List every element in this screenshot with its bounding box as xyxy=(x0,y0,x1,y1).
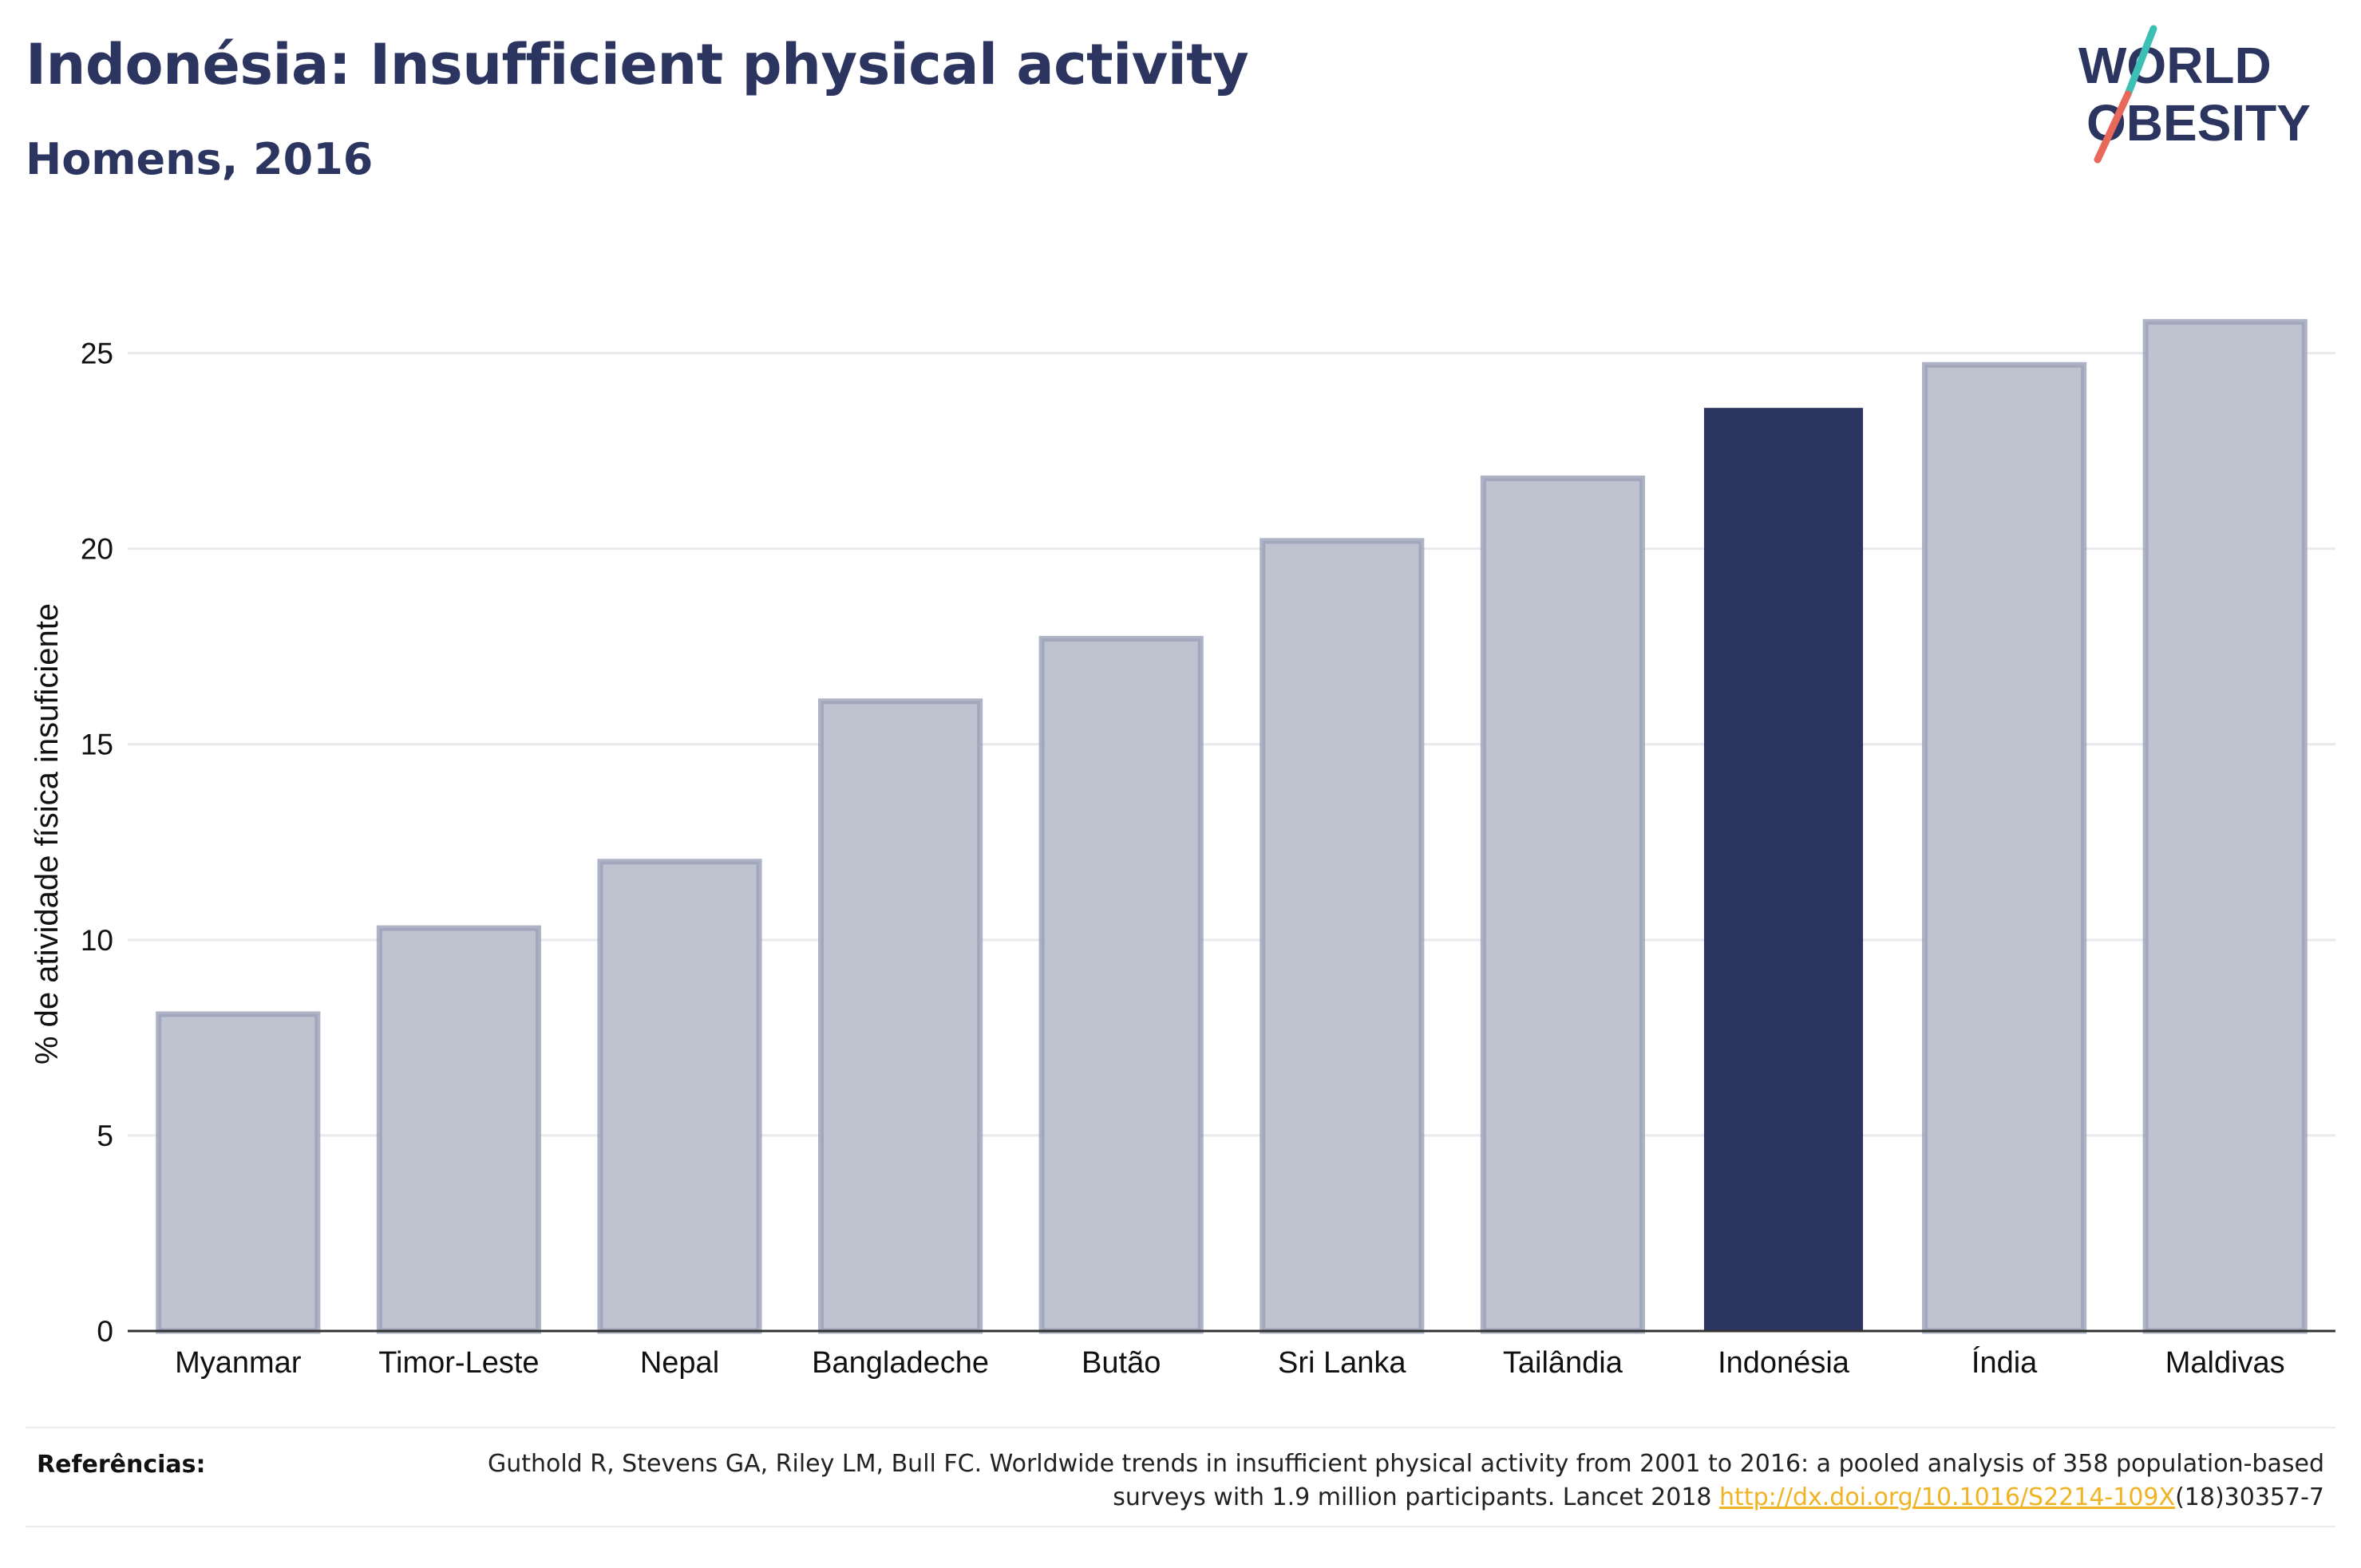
references-citation: Guthold R, Stevens GA, Riley LM, Bull FC… xyxy=(487,1450,2324,1511)
x-tick-label: Maldivas xyxy=(2165,1346,2285,1380)
bar-indon-sia xyxy=(1703,408,1864,1331)
x-tick-label: Indonésia xyxy=(1718,1346,1850,1380)
bar-nepal xyxy=(597,859,762,1334)
bar-but-o xyxy=(1038,635,1204,1334)
logo-slash-bottom xyxy=(2094,90,2132,164)
y-tick-label-20: 20 xyxy=(81,533,113,566)
x-tick-label: Índia xyxy=(1971,1345,2038,1380)
bar-bangladeche xyxy=(818,698,983,1334)
references-box: Referências: Guthold R, Stevens GA, Rile… xyxy=(26,1427,2335,1527)
x-tick-label: Timor-Leste xyxy=(378,1346,539,1380)
x-tick-label: Tailândia xyxy=(1503,1346,1623,1380)
y-tick-label-15: 15 xyxy=(81,729,113,761)
bar--ndia xyxy=(1922,361,2087,1334)
y-tick-label-5: 5 xyxy=(97,1120,113,1152)
bar-maldivas xyxy=(2142,318,2308,1334)
bar-layer xyxy=(156,318,2308,1334)
y-tick-label-25: 25 xyxy=(81,338,113,370)
logo-line1: WORLD xyxy=(2078,37,2272,94)
label-layer: Myanmar Timor-Leste Nepal Bangladeche Butão S… xyxy=(175,1345,2285,1380)
references-link[interactable]: http://dx.doi.org/10.1016/S2214-109X xyxy=(1719,1483,2176,1511)
axis-layer: 0 5 10 15 20 25 xyxy=(81,338,2335,1348)
world-obesity-logo: WORLD OBESITY xyxy=(2078,25,2311,164)
y-tick-label-10: 10 xyxy=(81,924,113,957)
y-tick-label-0: 0 xyxy=(97,1315,113,1348)
bar-timor-leste xyxy=(376,925,541,1334)
bar-myanmar xyxy=(156,1011,321,1334)
chart-title: Indonésia: Insufficient physical activit… xyxy=(26,32,1249,97)
x-tick-label: Myanmar xyxy=(175,1346,302,1380)
x-tick-label: Butão xyxy=(1082,1346,1161,1380)
references-text: Guthold R, Stevens GA, Riley LM, Bull FC… xyxy=(449,1448,2324,1515)
x-tick-label: Nepal xyxy=(640,1346,719,1380)
chart-subtitle: Homens, 2016 xyxy=(26,134,374,184)
x-tick-label: Sri Lanka xyxy=(1278,1346,1406,1380)
x-tick-label: Bangladeche xyxy=(812,1346,989,1380)
bar-tail-ndia xyxy=(1480,475,1645,1334)
references-label: Referências: xyxy=(37,1451,206,1479)
references-citation-end: (18)30357-7 xyxy=(2175,1483,2324,1511)
logo-slash-top xyxy=(2124,25,2157,98)
y-axis-label: % de atividade física insuficiente xyxy=(30,603,65,1064)
bar-sri-lanka xyxy=(1260,538,1425,1334)
